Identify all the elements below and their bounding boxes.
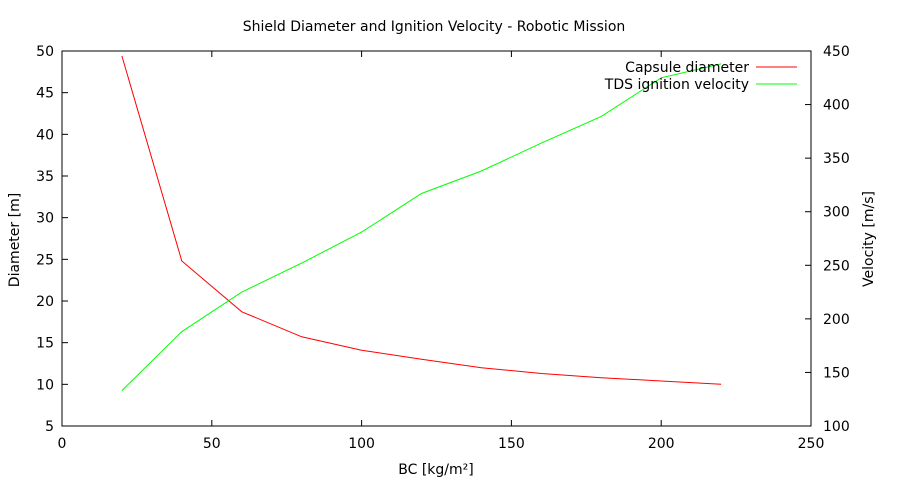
x-tick-label: 100 <box>348 436 375 452</box>
x-tick-label: 0 <box>58 436 67 452</box>
y-tick-label: 10 <box>36 377 54 393</box>
y2-tick-label: 400 <box>823 98 850 114</box>
y-tick-label: 35 <box>36 169 54 185</box>
y2-tick-label: 350 <box>823 151 850 167</box>
series-line-diameter <box>121 55 722 385</box>
y-axis-ticks: 5 10 15 20 25 30 35 40 45 50 <box>36 44 68 435</box>
y2-axis-ticks: 100 150 200 250 300 350 400 450 <box>805 44 850 435</box>
y2-tick-label: 450 <box>823 44 850 60</box>
x-axis-ticks: 0 50 100 150 200 250 <box>58 51 825 452</box>
y-tick-label: 15 <box>36 336 54 352</box>
y-axis-label: Diameter [m] <box>7 193 23 287</box>
y2-tick-label: 250 <box>823 258 850 274</box>
x-tick-label: 50 <box>203 436 221 452</box>
y2-tick-label: 100 <box>823 419 850 435</box>
x-axis-label: BC [kg/m²] <box>398 462 473 478</box>
y2-tick-label: 150 <box>823 365 850 381</box>
y-tick-label: 25 <box>36 252 54 268</box>
y-tick-label: 50 <box>36 44 54 60</box>
chart-title: Shield Diameter and Ignition Velocity - … <box>243 19 626 35</box>
x-tick-label: 150 <box>498 436 525 452</box>
series-line-velocity <box>121 63 722 391</box>
x-tick-label: 200 <box>648 436 675 452</box>
y2-axis-label: Velocity [m/s] <box>861 191 877 287</box>
y-tick-label: 20 <box>36 294 54 310</box>
legend-label: TDS ignition velocity <box>604 77 749 93</box>
x-tick-label: 250 <box>798 436 825 452</box>
y-tick-label: 30 <box>36 211 54 227</box>
y2-tick-label: 300 <box>823 205 850 221</box>
y-tick-label: 40 <box>36 127 54 143</box>
y-tick-label: 45 <box>36 86 54 102</box>
y2-tick-label: 200 <box>823 312 850 328</box>
y-tick-label: 5 <box>45 419 54 435</box>
plot-frame <box>61 50 812 427</box>
legend-label: Capsule diameter <box>625 60 749 76</box>
series-layer <box>121 55 722 391</box>
